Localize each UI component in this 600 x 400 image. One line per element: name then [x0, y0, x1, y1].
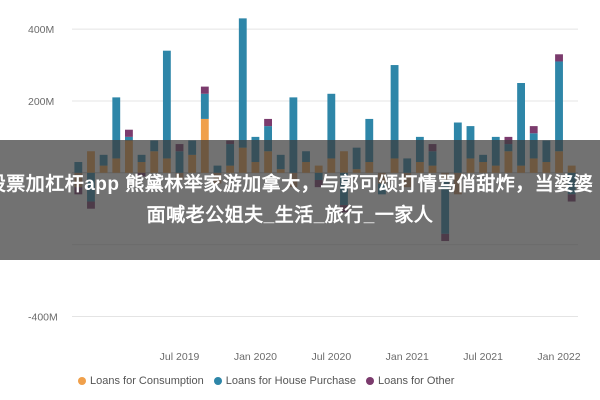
legend-label: Loans for Consumption [90, 375, 204, 387]
x-tick-label: Jul 2020 [311, 351, 351, 363]
bar-segment-house [264, 126, 272, 152]
x-tick-label: Jan 2022 [537, 351, 580, 363]
bar-segment-other [555, 54, 563, 62]
bar-segment-house [517, 83, 525, 166]
chart-legend: Loans for Consumption Loans for House Pur… [78, 373, 464, 389]
legend-dot-icon [78, 377, 86, 385]
x-tick-label: Jan 2020 [234, 351, 277, 363]
x-tick-label: Jan 2021 [386, 351, 429, 363]
bar-segment-house [390, 65, 399, 159]
legend-item: Loans for Other [365, 375, 455, 387]
legend-dot-icon [213, 377, 222, 385]
bar-segment-other [125, 129, 133, 137]
bar-segment-house [162, 50, 171, 159]
overlay-banner: 股票加杠杆app 熊黛林举家游加拿大，与郭可颂打情骂俏甜炸，当婆婆面喊老公姐夫_… [0, 140, 600, 260]
bar-segment-house [289, 97, 298, 173]
bar-segment-other [264, 118, 272, 127]
y-axis-ticks: 400M 200M -400M [28, 24, 58, 323]
x-axis-ticks: Jul 2019 Jan 2020 Jul 2020 Jan 2021 Jul 2021… [160, 351, 581, 363]
legend-label: Loans for House Purchase [225, 375, 356, 387]
bar-segment-house [125, 136, 133, 141]
bar-segment-house [327, 93, 336, 159]
x-tick-label: Jul 2019 [160, 351, 200, 363]
bar-segment-other [529, 126, 538, 134]
bar-segment-house [112, 97, 121, 159]
bar-segment-house [555, 61, 563, 152]
legend-dot-icon [365, 377, 374, 385]
overlay-text: 股票加杠杆app 熊黛林举家游加拿大，与郭可颂打情骂俏甜炸，当婆婆面喊老公姐夫_… [0, 174, 594, 226]
bar-segment-other [200, 86, 209, 94]
bar-segment-house [238, 18, 247, 148]
legend-item: Loans for House Purchase [213, 375, 356, 387]
y-tick-label: 200M [28, 96, 54, 108]
y-tick-label: 400M [28, 24, 54, 36]
legend-item: Loans for Consumption [78, 375, 204, 387]
y-tick-label: -400M [28, 311, 58, 323]
legend-label: Loans for Other [377, 375, 455, 387]
x-tick-label: Jul 2021 [463, 351, 503, 363]
bar-segment-house [200, 93, 209, 119]
